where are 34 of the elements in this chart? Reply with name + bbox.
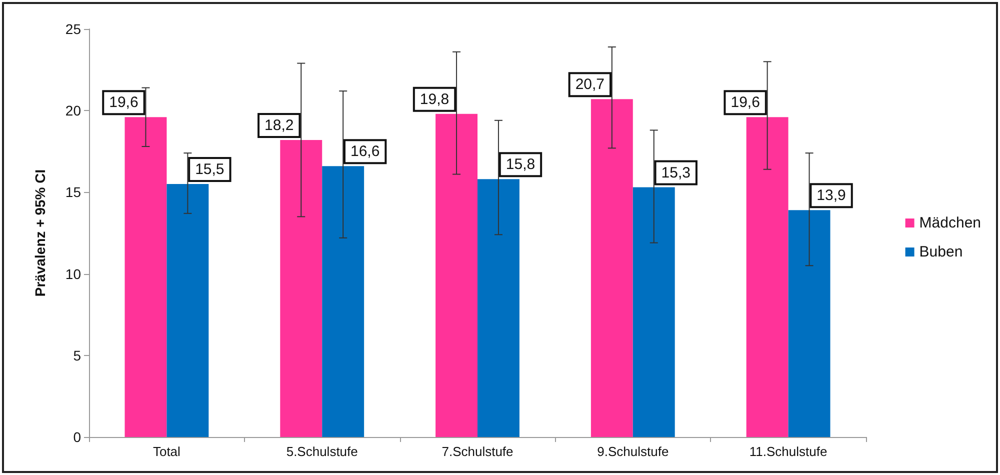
y-tick-label: 15 bbox=[65, 184, 82, 200]
data-label: 15,8 bbox=[506, 156, 536, 174]
bar bbox=[166, 184, 209, 437]
bar bbox=[788, 210, 830, 437]
bar bbox=[478, 179, 520, 437]
bar bbox=[632, 187, 675, 437]
x-tick-label: 11.Schulstufe bbox=[749, 444, 828, 459]
y-tick-label: 0 bbox=[73, 429, 82, 445]
x-tick-label: 5.Schulstufe bbox=[286, 444, 358, 459]
data-label: 19,8 bbox=[420, 90, 450, 108]
data-label: 15,3 bbox=[661, 164, 690, 182]
bar bbox=[322, 166, 364, 437]
x-tick-label: 9.Schulstufe bbox=[597, 444, 669, 459]
bar bbox=[746, 117, 788, 437]
y-tick-label: 25 bbox=[65, 21, 82, 37]
bar bbox=[590, 99, 633, 437]
bar bbox=[124, 117, 167, 437]
x-tick-label: 7.Schulstufe bbox=[442, 444, 514, 459]
x-tick-label: Total bbox=[152, 444, 181, 459]
data-label: 19,6 bbox=[730, 94, 760, 112]
y-axis-title: Prävalenz + 95% CI bbox=[32, 169, 48, 297]
data-label: 19,6 bbox=[109, 94, 138, 112]
y-tick-label: 5 bbox=[73, 347, 82, 364]
y-tick-label: 10 bbox=[65, 266, 82, 282]
data-label: 16,6 bbox=[350, 143, 380, 160]
bar bbox=[436, 114, 478, 437]
legend-label: Buben bbox=[919, 244, 963, 260]
data-label: 18,2 bbox=[264, 116, 294, 134]
data-label: 20,7 bbox=[575, 76, 605, 94]
y-tick-label: 20 bbox=[65, 102, 82, 119]
bar bbox=[280, 140, 322, 437]
data-label: 15,5 bbox=[195, 161, 224, 178]
data-label: 13,9 bbox=[816, 187, 846, 204]
legend-label: Mädchen bbox=[919, 214, 982, 232]
